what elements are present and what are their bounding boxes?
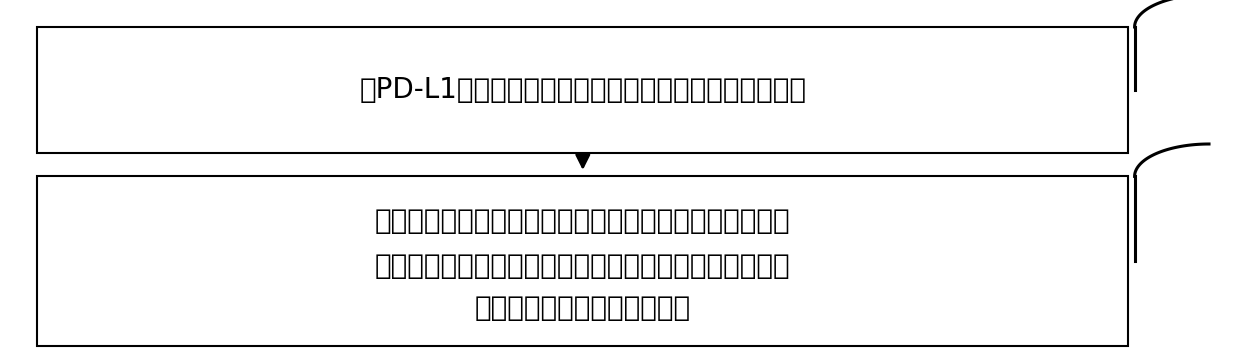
Text: 将PD-L1染色的数字切片图像从线性空间转化到对数空间: 将PD-L1染色的数字切片图像从线性空间转化到对数空间 [360,76,806,104]
Text: 抗体染色通道图像和残差图像: 抗体染色通道图像和残差图像 [475,294,691,322]
Text: 、抗体染色和残差进行分离，分别得到核染色通道图像、: 、抗体染色和残差进行分离，分别得到核染色通道图像、 [374,252,791,280]
FancyBboxPatch shape [37,27,1128,153]
Text: 采用颜色反卷积基于转化到对数空间的图像对细胞核染色: 采用颜色反卷积基于转化到对数空间的图像对细胞核染色 [374,207,791,235]
FancyBboxPatch shape [37,176,1128,346]
